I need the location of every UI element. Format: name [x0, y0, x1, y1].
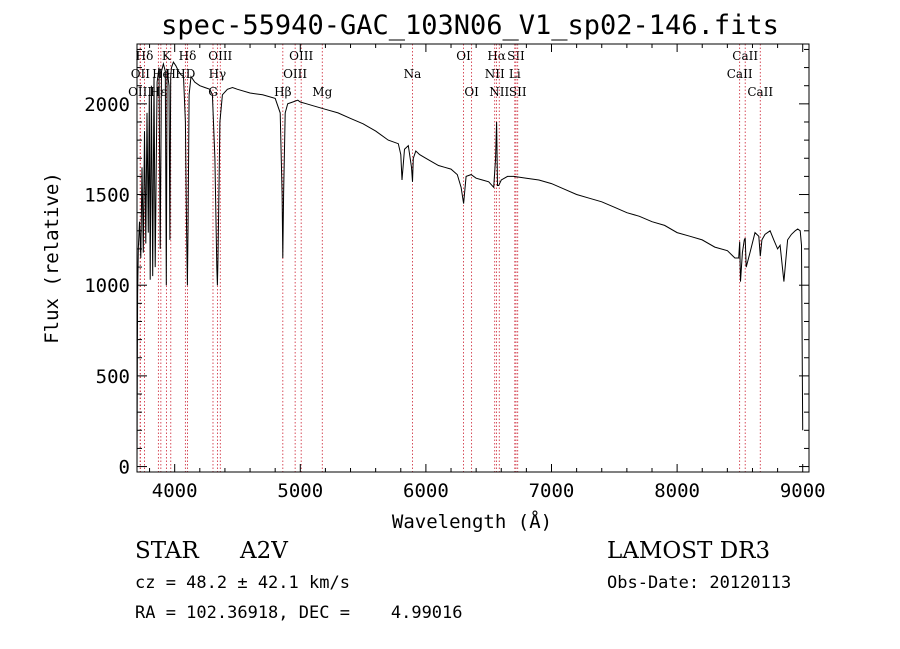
line-marker-label: SII [509, 85, 527, 99]
line-marker-label: Hδ [179, 49, 197, 63]
line-marker-label: OI [456, 49, 471, 63]
y-tick-labels: 0 500 1000 1500 2000 [84, 94, 130, 479]
line-marker-label: Hε [150, 85, 167, 99]
x-tick-label: 4000 [152, 480, 198, 502]
y-tick-label: 500 [96, 366, 130, 388]
y-tick-label: 0 [119, 457, 130, 479]
line-marker-label: OI [464, 85, 479, 99]
y-tick-label: 1000 [84, 275, 130, 297]
x-tick-label: 9000 [780, 480, 826, 502]
line-marker-label: Hδ [136, 49, 154, 63]
line-marker-label: OIII [289, 49, 313, 63]
x-axis-label: Wavelength (Å) [392, 510, 552, 533]
line-marker-label: NII [485, 67, 505, 81]
line-marker-label: HD [175, 67, 195, 81]
line-marker-label: OIII [208, 49, 232, 63]
line-marker-label: OIII [283, 67, 307, 81]
line-marker-label: Hγ [209, 67, 227, 81]
x-tick-label: 7000 [529, 480, 575, 502]
y-tick-label: 1500 [84, 185, 130, 207]
line-marker-label: Li [509, 67, 521, 81]
redshift-text: cz = 48.2 ± 42.1 km/s [135, 573, 350, 593]
line-marker-label: Hα [487, 49, 506, 63]
x-tick-labels: 4000 5000 6000 7000 8000 9000 [152, 480, 826, 502]
line-marker-label: Mg [312, 85, 332, 99]
line-marker-label: G [208, 85, 218, 99]
spectrum-line [136, 60, 804, 467]
x-tick-label: 6000 [403, 480, 449, 502]
line-marker-label: SII [507, 49, 525, 63]
chart-title: spec-55940-GAC_103N06_V1_sp02-146.fits [161, 10, 779, 41]
line-marker-label: OIII [128, 85, 152, 99]
line-marker-label: CaII [732, 49, 758, 63]
x-tick-label: 5000 [277, 480, 323, 502]
coordinates: RA = 102.36918, DEC = 4.99016 [135, 603, 463, 623]
survey-name: LAMOST DR3 [607, 538, 771, 564]
line-marker-label: Na [404, 67, 422, 81]
axis-ticks [137, 44, 809, 472]
line-marker-label: K [162, 49, 172, 63]
obs-date: Obs-Date: 20120113 [607, 573, 792, 593]
x-tick-label: 8000 [654, 480, 700, 502]
line-marker-label: NII [489, 85, 509, 99]
line-marker-label: Hβ [274, 85, 291, 99]
line-marker-label: CaII [747, 85, 773, 99]
line-marker-label: OII [131, 67, 151, 81]
subclass: A2V [240, 538, 288, 564]
y-tick-label: 2000 [84, 94, 130, 116]
plot-frame [136, 43, 810, 473]
y-axis-label: Flux (relative) [41, 172, 63, 344]
line-marker-label: CaII [727, 67, 753, 81]
object-class: STAR [135, 538, 199, 564]
